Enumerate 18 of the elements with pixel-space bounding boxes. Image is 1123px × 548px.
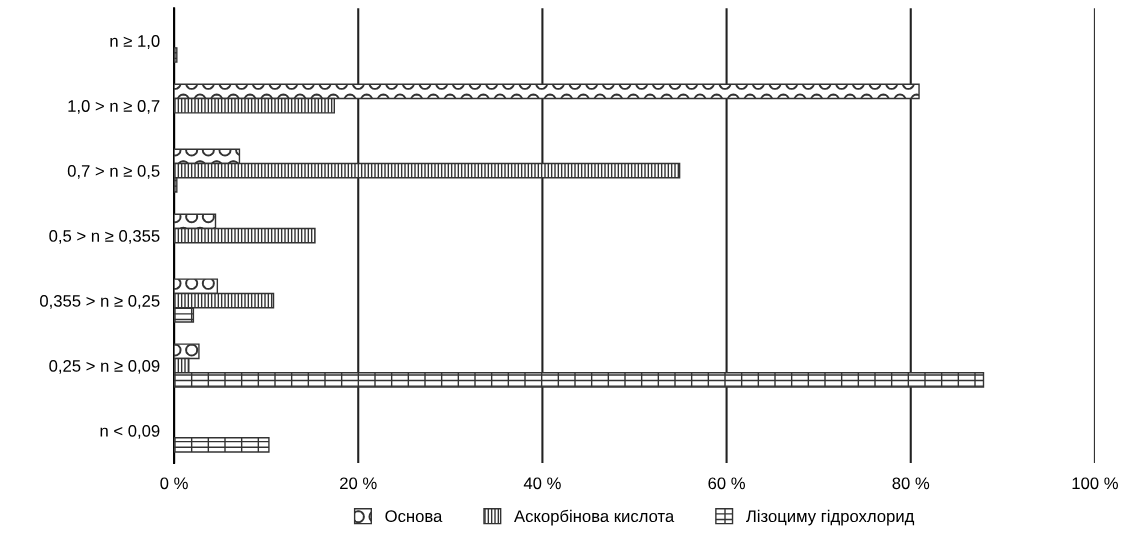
y-tick-label: 0,7 > n ≥ 0,5 xyxy=(67,165,160,179)
x-tick-label: 100 % xyxy=(1072,477,1118,490)
bar xyxy=(174,437,270,453)
y-tick-label: 1,0 > n ≥ 0,7 xyxy=(68,100,160,114)
y-tick-label: 0,25 > n ≥ 0,09 xyxy=(49,360,160,374)
x-tick-label: 60 % xyxy=(708,477,745,490)
bar xyxy=(174,47,178,63)
y-tick-label: 0,355 > n ≥ 0,25 xyxy=(40,295,160,309)
y-tick-label: 0,5 > n ≥ 0,355 xyxy=(49,230,160,244)
y-tick-label: n ≥ 1,0 xyxy=(110,35,160,49)
x-tick-label: 20 % xyxy=(340,477,377,490)
x-tick-label: 80 % xyxy=(892,477,930,490)
legend-label: Лізоциму гідрохлорид xyxy=(746,509,915,526)
legend-label: Аскорбінова кислота xyxy=(514,509,675,526)
legend-label: Основа xyxy=(385,510,443,523)
x-tick-label: 0 % xyxy=(160,477,188,490)
y-tick-label: n < 0,09 xyxy=(100,424,160,439)
x-tick-label: 40 % xyxy=(523,477,561,490)
